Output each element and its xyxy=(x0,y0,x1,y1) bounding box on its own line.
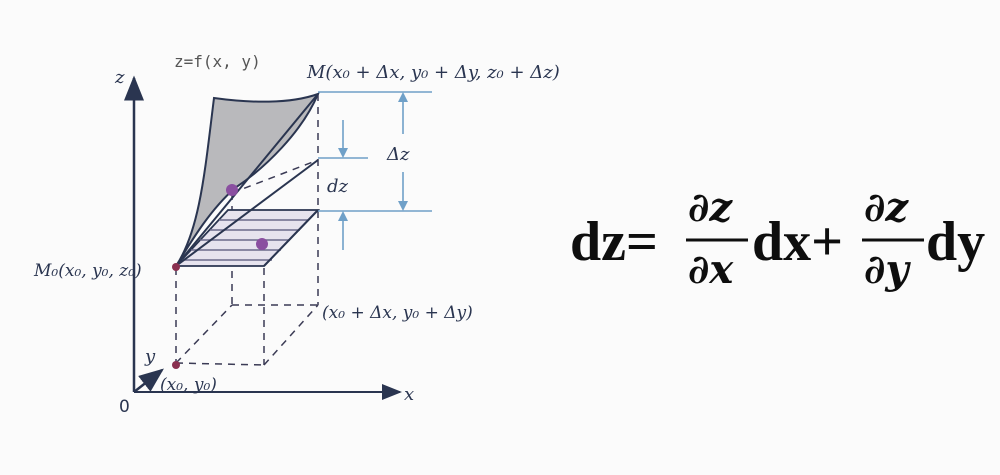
point-on-surface xyxy=(226,184,238,196)
tangent-lines xyxy=(175,93,319,267)
formula-partial-x: ∂x xyxy=(688,246,734,293)
formula-partial-z-2: ∂z xyxy=(864,184,909,231)
formula-lhs: dz= xyxy=(570,211,658,273)
point-on-plane xyxy=(256,238,268,250)
formula-dy: dy xyxy=(926,211,985,273)
formula-partial-z-1: ∂z xyxy=(688,184,733,231)
dz-label: dz xyxy=(327,176,349,197)
point-M-label: M(x₀ + Δx, y₀ + Δy, z₀ + Δz) xyxy=(306,62,560,83)
height-guides xyxy=(318,91,432,250)
x-axis-label: x xyxy=(404,384,414,405)
point-xy-delta-label: (x₀ + Δx, y₀ + Δy) xyxy=(322,303,473,323)
axes xyxy=(124,75,402,400)
y-axis-label: y xyxy=(144,346,156,367)
guide-arrows xyxy=(338,92,408,221)
formula-partial-y: ∂y xyxy=(864,246,911,293)
point-xy-base xyxy=(172,361,180,369)
surface-label: z=f(x, y) xyxy=(174,52,261,71)
point-M0-label: M₀(x₀, y₀, z₀) xyxy=(33,261,142,281)
point-xy-label: (x₀, y₀) xyxy=(160,375,217,395)
z-axis-label: z xyxy=(114,67,125,88)
total-differential-formula: dz= ∂z ∂x dx+ ∂z ∂y dy xyxy=(570,184,985,293)
origin-label: 0 xyxy=(119,397,130,417)
y-axis xyxy=(133,368,164,393)
delta-z-label: Δz xyxy=(386,144,410,165)
point-M0 xyxy=(172,263,180,271)
formula-dx-plus: dx+ xyxy=(752,211,843,273)
